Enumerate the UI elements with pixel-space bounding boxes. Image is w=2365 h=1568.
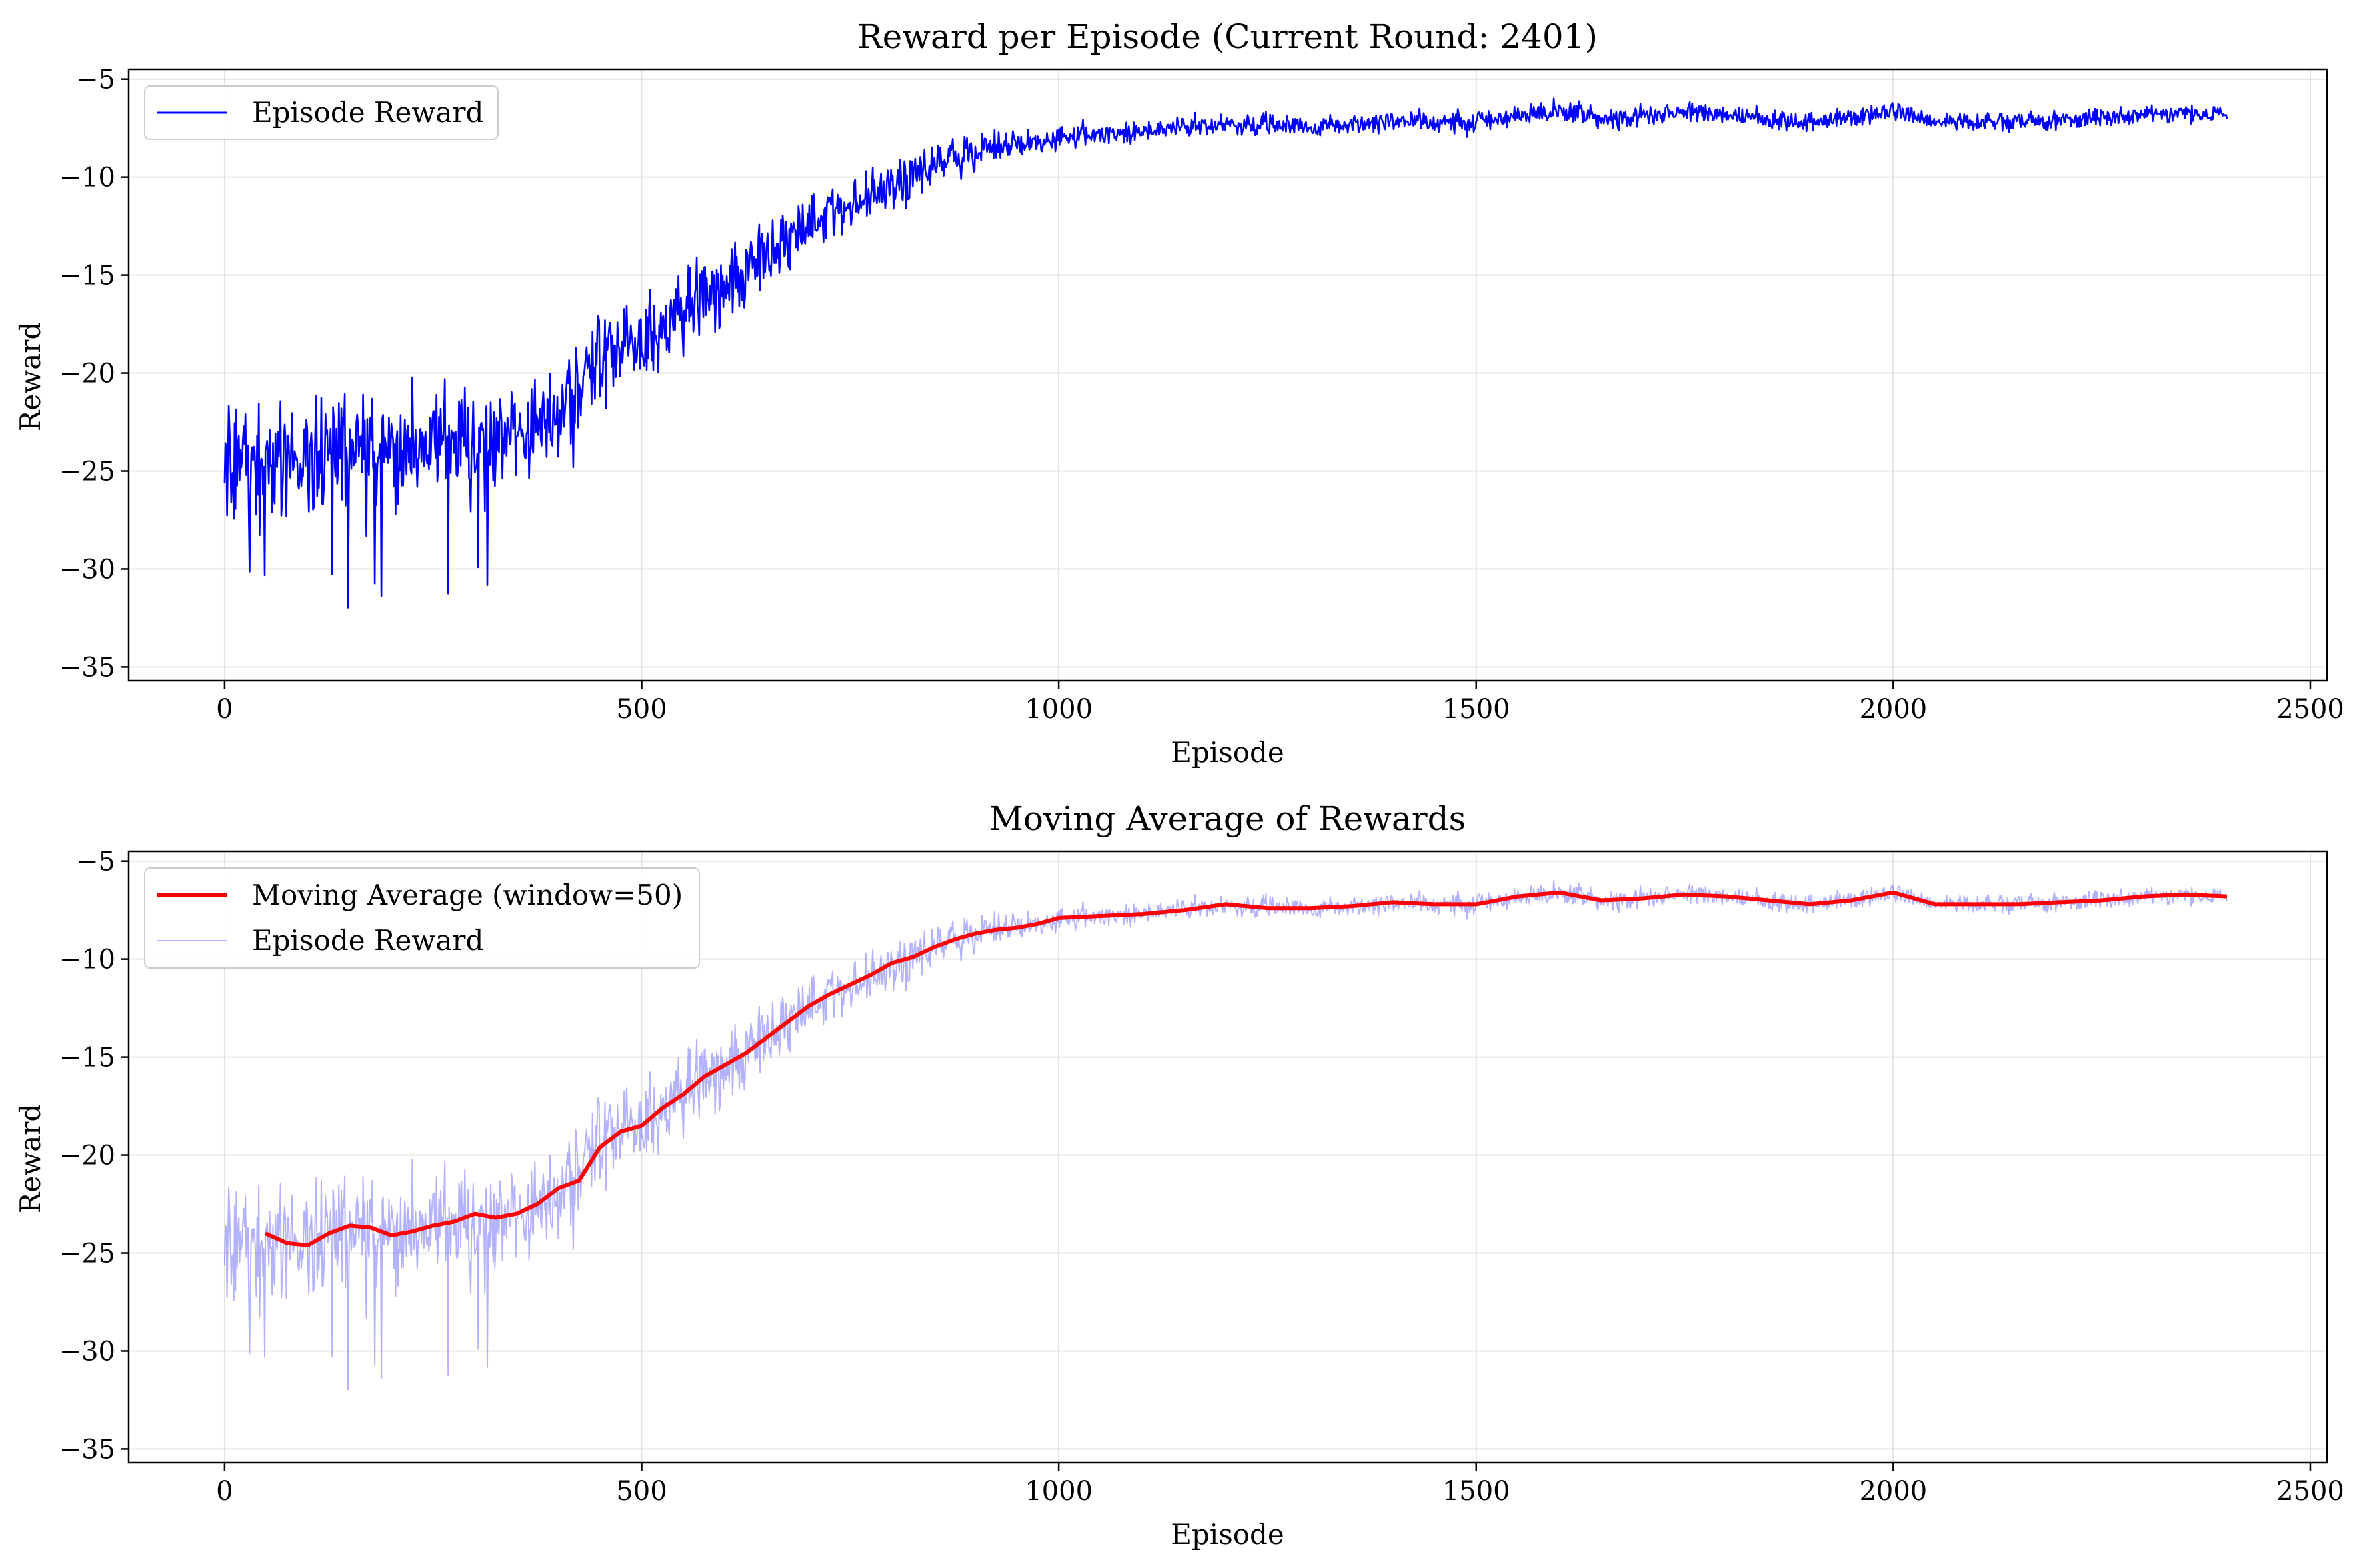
chart-title: Reward per Episode (Current Round: 2401) [857, 17, 1598, 56]
y-tick-label: −30 [59, 1336, 115, 1367]
y-tick-label: −15 [59, 1043, 115, 1073]
y-tick-label: −35 [59, 652, 115, 683]
legend-box [144, 85, 499, 140]
y-axis-label: Reward [14, 322, 47, 431]
y-axis-label: Reward [14, 1104, 47, 1213]
legend-label-episode-reward: Episode Reward [252, 924, 483, 957]
y-tick-label: −25 [59, 457, 115, 487]
x-axis-label: Episode [1171, 736, 1284, 769]
y-tick-label: −5 [76, 65, 115, 95]
legend: Moving Average (window=50) Episode Rewar… [144, 867, 700, 969]
x-tick-label: 2000 [1859, 694, 1927, 725]
chart-title: Moving Average of Rewards [989, 799, 1466, 838]
series-line-moving-average [264, 890, 2228, 1247]
x-tick-label: 1500 [1442, 694, 1510, 725]
y-tick-label: −20 [59, 1141, 115, 1171]
y-tick-label: −20 [59, 359, 115, 389]
legend-box [144, 867, 700, 969]
x-tick-label: 0 [216, 1476, 233, 1507]
x-tick-label: 1500 [1442, 1476, 1510, 1507]
y-tick-label: −35 [59, 1434, 115, 1465]
x-tick-label: 2000 [1859, 1476, 1927, 1507]
legend-label-episode-reward: Episode Reward [252, 96, 483, 129]
x-tick-label: 500 [616, 694, 667, 725]
x-tick-label: 0 [216, 694, 233, 725]
series-layer [223, 879, 2228, 1391]
axes-frame [127, 850, 2328, 1464]
legend: Episode Reward [144, 85, 499, 140]
y-tick-label: −5 [76, 847, 115, 877]
legend-label-moving-average: Moving Average (window=50) [252, 879, 683, 911]
panel-episode-reward: Reward per Episode (Current Round: 2401)… [14, 17, 2344, 769]
x-tick-label: 500 [616, 1476, 667, 1507]
y-tick-label: −10 [59, 163, 115, 193]
x-tick-label: 2500 [2276, 1476, 2344, 1507]
x-tick-label: 2500 [2276, 694, 2344, 725]
y-tick-label: −15 [59, 261, 115, 291]
ticks: 0 500 1000 1500 2000 2500 −35 −30 −25 −20 −15 −10 −5 [59, 65, 2344, 725]
x-axis-label: Episode [1171, 1518, 1284, 1551]
series-layer [223, 97, 2228, 609]
x-tick-label: 1000 [1025, 1476, 1093, 1507]
grid [129, 69, 2327, 681]
y-tick-label: −30 [59, 554, 115, 585]
panel-moving-average: Moving Average of Rewards 0 500 1000 1500 20… [14, 799, 2344, 1551]
x-tick-label: 1000 [1025, 694, 1093, 725]
y-tick-label: −10 [59, 945, 115, 975]
ticks: 0 500 1000 1500 2000 2500 −35 −30 −25 −20 −15 −10 −5 [59, 847, 2344, 1507]
series-line-episode-reward [223, 97, 2228, 609]
axes-frame [127, 68, 2328, 682]
y-tick-label: −25 [59, 1239, 115, 1269]
